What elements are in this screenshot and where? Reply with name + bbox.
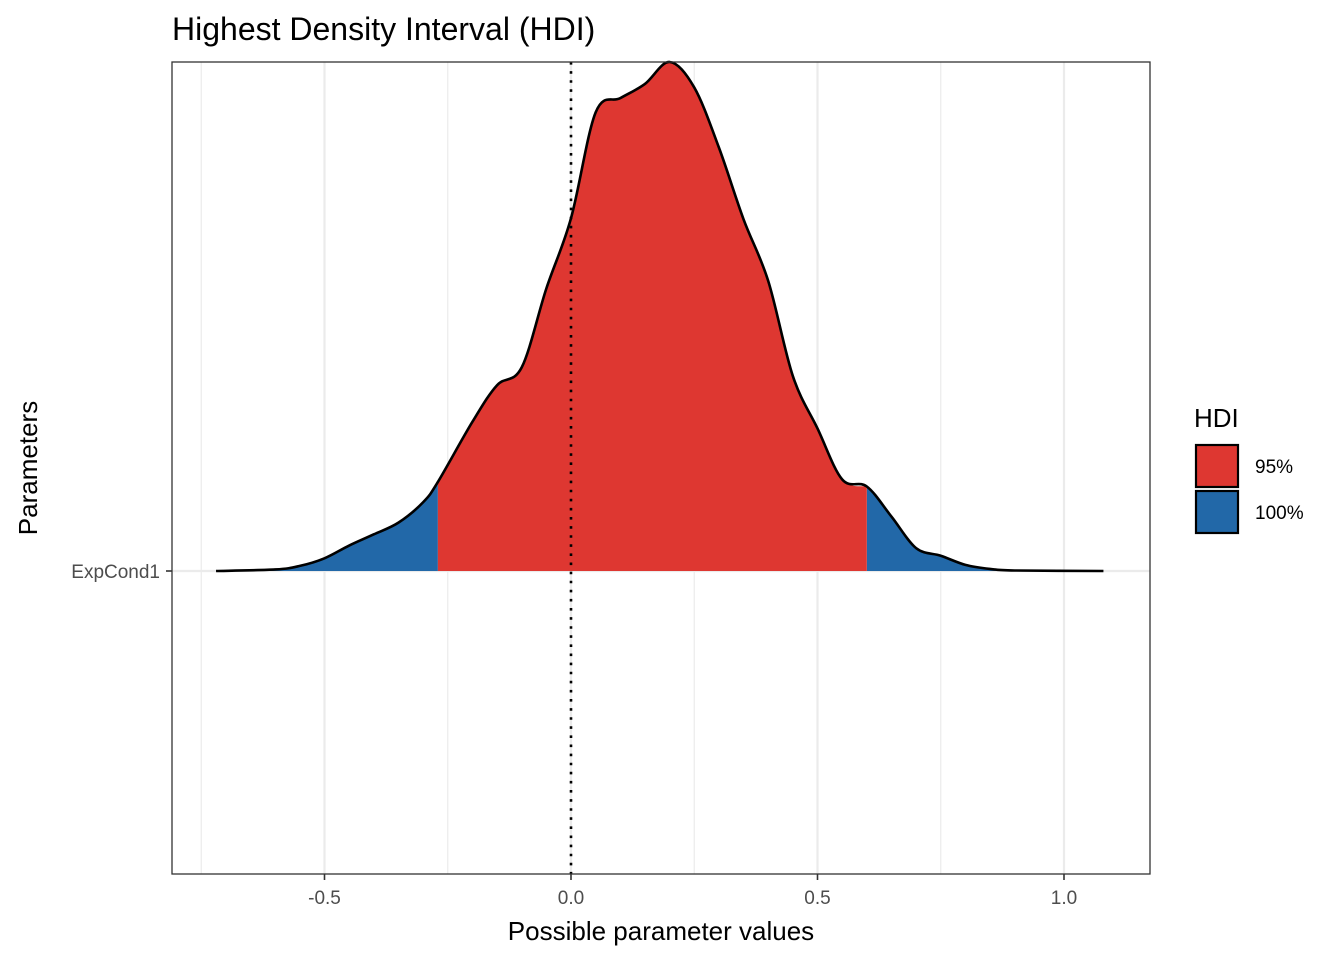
density-outline (216, 60, 1104, 573)
y-axis: ExpCond1 (71, 562, 172, 583)
hdi-100-right-tail (866, 486, 1104, 571)
legend-label: 100% (1255, 503, 1304, 524)
legend: HDI 95% 100% (1194, 403, 1304, 535)
legend-label: 95% (1255, 457, 1293, 478)
y-axis-title: Parameters (13, 401, 43, 535)
x-tick-label: 1.0 (1051, 888, 1077, 909)
x-tick-label: -0.5 (308, 888, 341, 909)
x-axis-title: Possible parameter values (508, 916, 814, 946)
density-areas (216, 60, 1104, 573)
x-tick-label: 0.5 (804, 888, 830, 909)
y-tick-label: ExpCond1 (71, 562, 160, 583)
x-axis: -0.5 0.0 0.5 1.0 (308, 874, 1077, 909)
panel-border (171, 61, 1151, 875)
chart-title: Highest Density Interval (HDI) (172, 11, 595, 47)
legend-title: HDI (1194, 403, 1239, 433)
plot-panel (171, 60, 1151, 875)
hdi-100-left-tail (216, 481, 438, 571)
hdi-95-area (437, 61, 867, 571)
legend-key-95pct (1194, 443, 1240, 489)
legend-key-100pct (1194, 489, 1240, 535)
x-tick-label: 0.0 (558, 888, 584, 909)
